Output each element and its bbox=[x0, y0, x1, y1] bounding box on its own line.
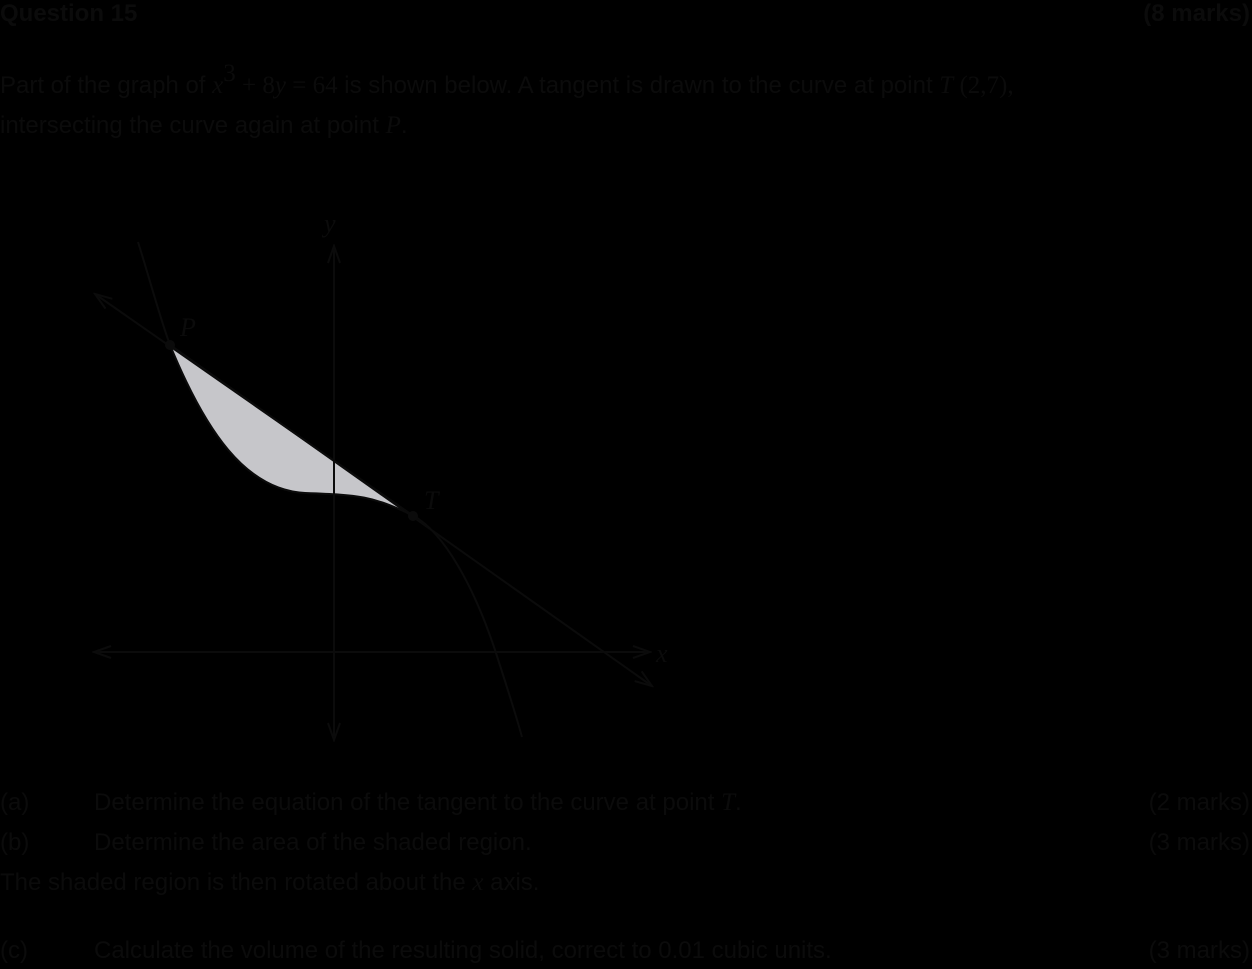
part-c-marks: (3 marks) bbox=[1148, 937, 1250, 964]
point-T-marker bbox=[408, 511, 418, 521]
part-a-text-pre: Determine the equation of the tangent to… bbox=[94, 789, 722, 816]
intro-line-1: Part of the graph of x3 + 8y = 64 is sho… bbox=[0, 61, 1014, 101]
math-x: x bbox=[472, 869, 484, 896]
math-T: T bbox=[939, 72, 954, 99]
math-exponent: 3 bbox=[223, 60, 236, 87]
part-a-text-post: . bbox=[735, 789, 742, 816]
math-coordinate: (2,7), bbox=[953, 72, 1014, 99]
point-P-label: P bbox=[179, 313, 196, 342]
point-P-marker bbox=[165, 340, 175, 350]
part-b-label: (b) bbox=[0, 829, 30, 856]
math-plus: + 8 bbox=[235, 72, 275, 99]
part-b-text: Determine the area of the shaded region. bbox=[94, 829, 532, 856]
intro-text: is shown below. A tangent is drawn to th… bbox=[337, 72, 940, 99]
part-a-text: Determine the equation of the tangent to… bbox=[94, 788, 742, 818]
intro-line-2: intersecting the curve again at point P. bbox=[0, 111, 408, 141]
part-c-label: (c) bbox=[0, 937, 28, 964]
part-b-marks: (3 marks) bbox=[1148, 829, 1250, 856]
part-c-text: Calculate the volume of the resulting so… bbox=[94, 937, 832, 964]
math-T: T bbox=[721, 789, 735, 816]
math-equals: = 64 bbox=[285, 72, 338, 99]
question-marks: (8 marks) bbox=[1143, 0, 1250, 27]
math-y: y bbox=[274, 72, 286, 99]
math-P: P bbox=[385, 112, 401, 139]
part-a-label: (a) bbox=[0, 789, 30, 816]
point-T-label: T bbox=[424, 486, 440, 515]
intro-text: Part of the graph of bbox=[0, 72, 213, 99]
rotation-note-pre: The shaded region is then rotated about … bbox=[0, 869, 473, 896]
question-title: Question 15 bbox=[0, 0, 138, 27]
x-axis-label: x bbox=[655, 639, 668, 668]
intro-text: . bbox=[400, 112, 408, 139]
rotation-note: The shaded region is then rotated about … bbox=[0, 868, 539, 898]
part-a-marks: (2 marks) bbox=[1148, 789, 1250, 816]
math-x: x bbox=[212, 72, 224, 99]
intro-text: intersecting the curve again at point bbox=[0, 112, 386, 139]
rotation-note-post: axis. bbox=[483, 869, 540, 896]
y-axis-label: y bbox=[321, 209, 336, 238]
